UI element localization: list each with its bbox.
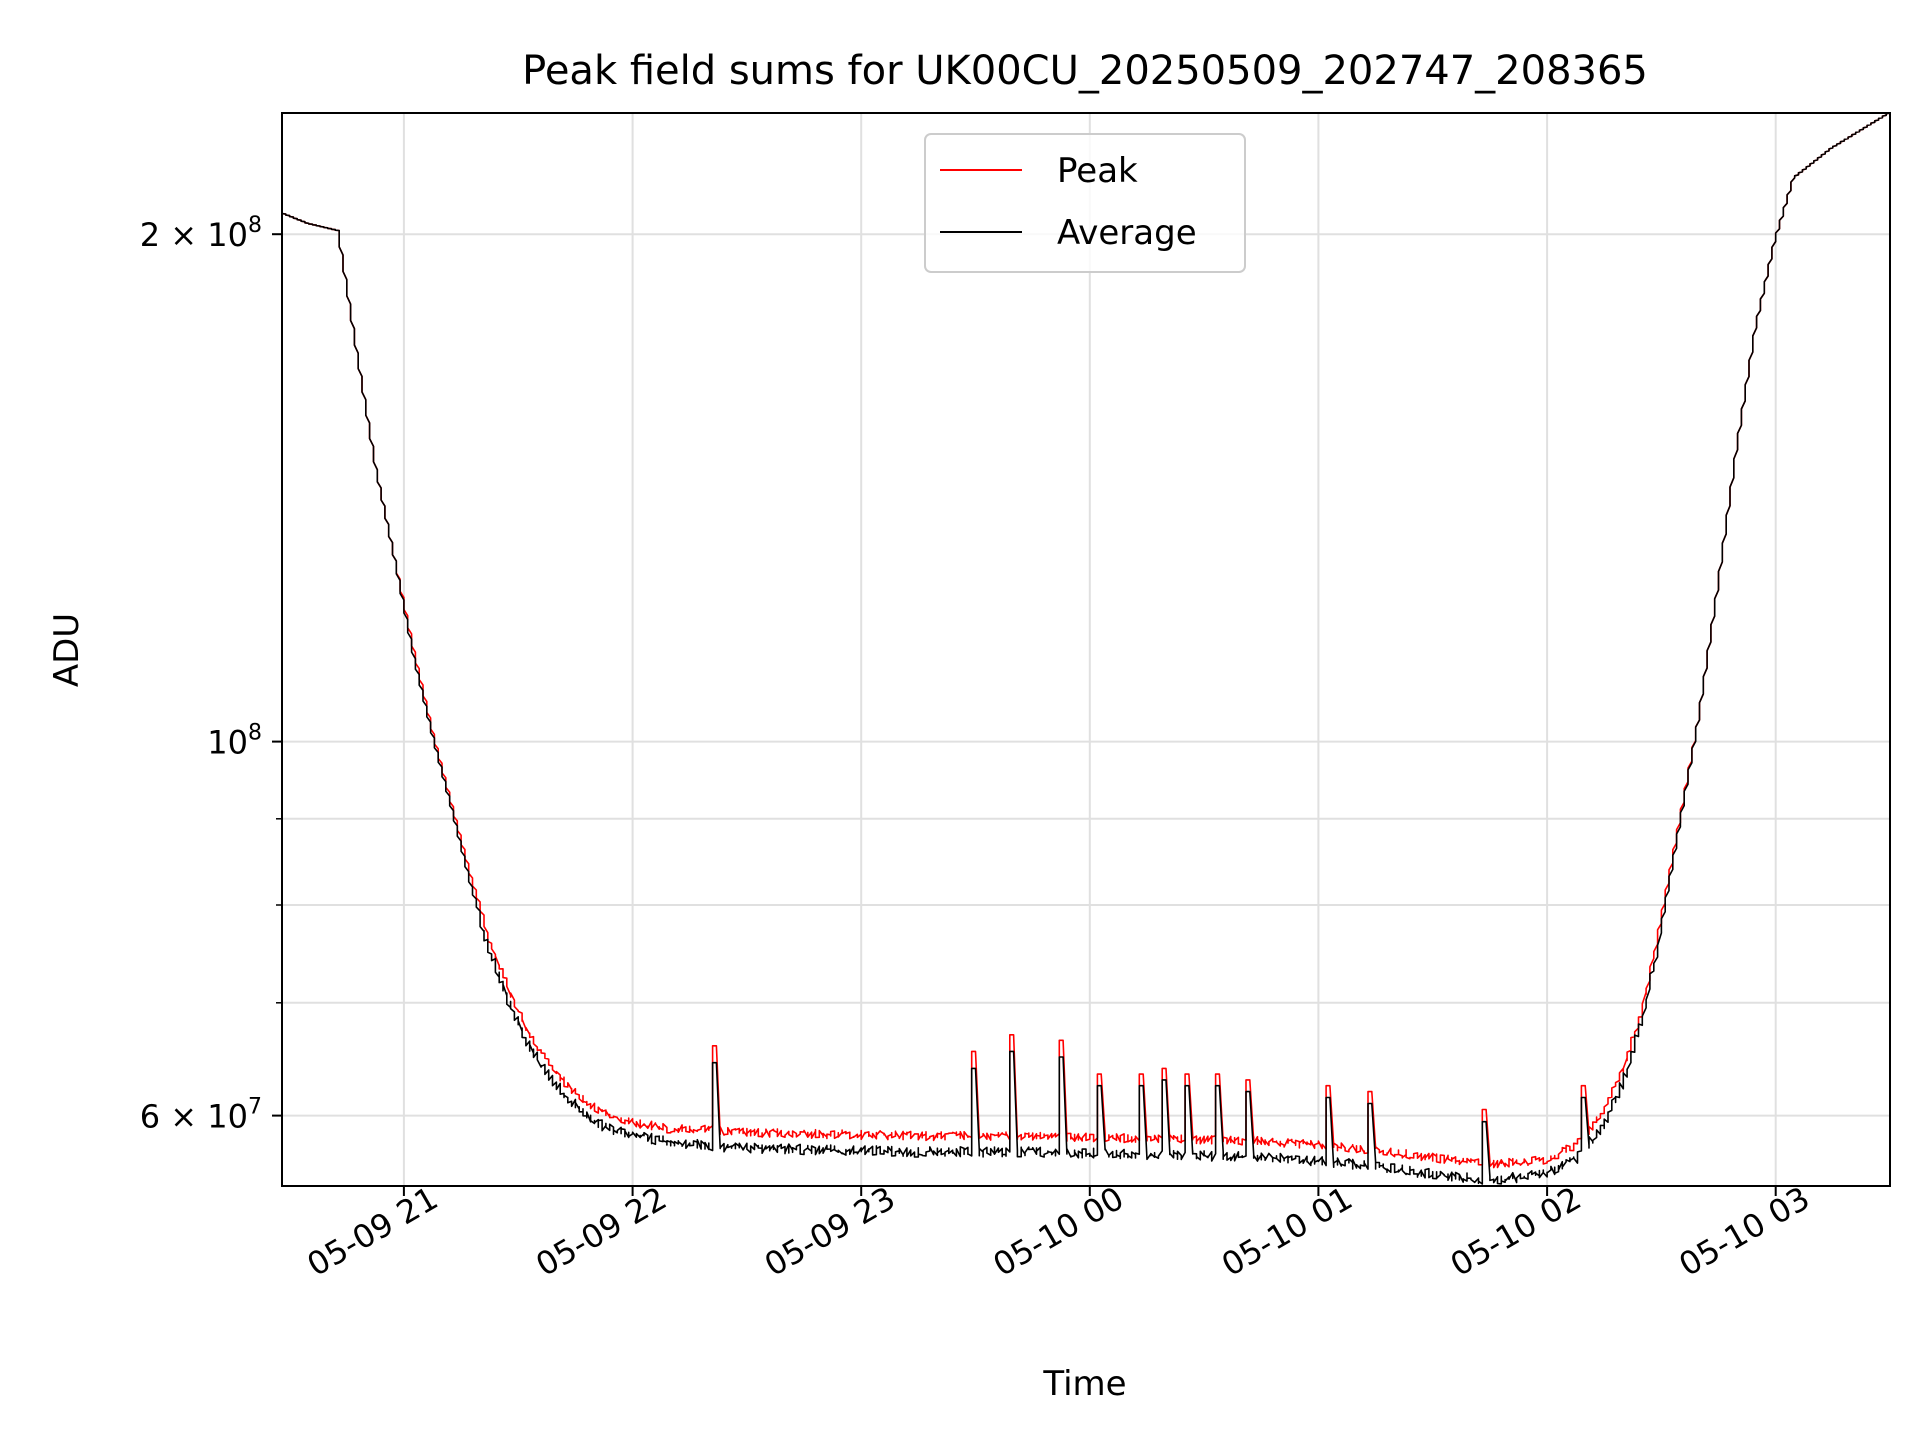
legend-box [924, 133, 1246, 273]
y-tick-label-exponent: 8 [248, 721, 262, 746]
series-layer [281, 112, 1891, 1185]
legend: Peak Average [924, 133, 1246, 273]
x-axis-label: Time [1042, 1364, 1126, 1404]
plot-frame [281, 112, 1891, 1187]
chart-title: Peak field sums for UK00CU_20250509_2027… [522, 48, 1648, 94]
plot-background [282, 113, 1890, 1186]
y-tick-label-exponent: 7 [248, 1095, 262, 1120]
series-line-peak [281, 112, 1891, 1169]
series-line-average [281, 112, 1891, 1185]
y-tick-label-base: 10 [207, 724, 248, 762]
y-tick-label: 108 [207, 721, 262, 762]
legend-label-peak: Peak [1057, 151, 1138, 191]
y-tick-label: 6 × 107 [140, 1095, 262, 1136]
y-tick-label-exponent: 8 [248, 213, 262, 238]
legend-label-average: Average [1057, 213, 1197, 253]
plot-area [281, 112, 1891, 1187]
y-tick-label: 2 × 108 [140, 213, 262, 254]
y-axis-label: ADU [47, 613, 87, 687]
y-tick-label-base: 2 × 10 [140, 216, 248, 254]
y-tick-label-base: 6 × 10 [140, 1098, 248, 1136]
